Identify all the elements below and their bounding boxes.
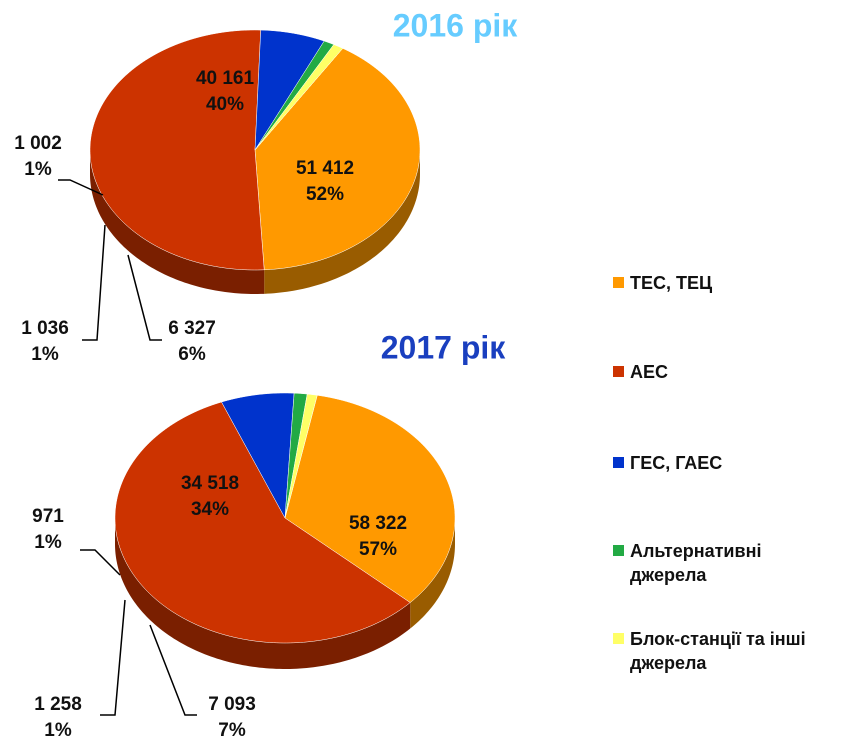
- legend-label: Блок-станції та інші джерела: [630, 629, 806, 673]
- value-label: 971: [32, 506, 64, 527]
- percent-label: 57%: [359, 539, 397, 560]
- percent-label: 6%: [178, 344, 206, 365]
- legend-swatch: [613, 633, 624, 644]
- value-label: 40 161: [196, 68, 255, 89]
- legend-label: ГЕС, ГАЕС: [630, 453, 723, 473]
- legend-swatch: [613, 366, 624, 377]
- legend-swatch: [613, 545, 624, 556]
- legend-label: Альтернативні джерела: [630, 541, 762, 585]
- pie-slice-side: [410, 518, 455, 629]
- pie-slice-side: [90, 150, 265, 294]
- pie-slice: [284, 394, 456, 603]
- percent-label: 1%: [24, 159, 52, 180]
- percent-label: 1%: [31, 344, 59, 365]
- percent-label: 7%: [218, 720, 246, 741]
- legend-label: ТЕС, ТЕЦ: [630, 273, 713, 293]
- percent-label: 52%: [306, 184, 344, 205]
- percent-label: 1%: [34, 532, 62, 553]
- pie-slice: [114, 401, 411, 644]
- value-label: 58 322: [349, 513, 407, 534]
- pie-slice-side: [264, 150, 420, 294]
- value-label: 1 258: [34, 694, 82, 715]
- leader-line: [100, 599, 126, 716]
- leader-line: [149, 624, 197, 716]
- value-label: 1 036: [21, 318, 69, 339]
- leader-line: [127, 254, 162, 341]
- pie-slice: [254, 48, 421, 271]
- percent-label: 40%: [206, 94, 244, 115]
- pie-slice-side: [115, 518, 411, 669]
- chart-title: 2016 рік: [393, 7, 519, 43]
- legend-swatch: [613, 277, 624, 288]
- value-label: 51 412: [296, 158, 354, 179]
- percent-label: 1%: [44, 720, 72, 741]
- legend-label: АЕС: [630, 362, 669, 382]
- percent-label: 34%: [191, 499, 229, 520]
- value-label: 34 518: [181, 473, 239, 494]
- value-label: 7 093: [208, 694, 256, 715]
- pie-slice: [284, 393, 318, 519]
- pie-slice: [254, 44, 344, 151]
- value-label: 6 327: [168, 318, 216, 339]
- leader-line: [80, 549, 121, 576]
- pie-slice: [254, 29, 325, 151]
- leader-line: [58, 179, 104, 196]
- value-label: 1 002: [14, 133, 62, 154]
- legend-swatch: [613, 457, 624, 468]
- pie-slice: [89, 29, 265, 271]
- chart-title: 2017 рік: [381, 329, 507, 365]
- leader-line: [82, 224, 106, 341]
- pie-slice: [221, 392, 295, 519]
